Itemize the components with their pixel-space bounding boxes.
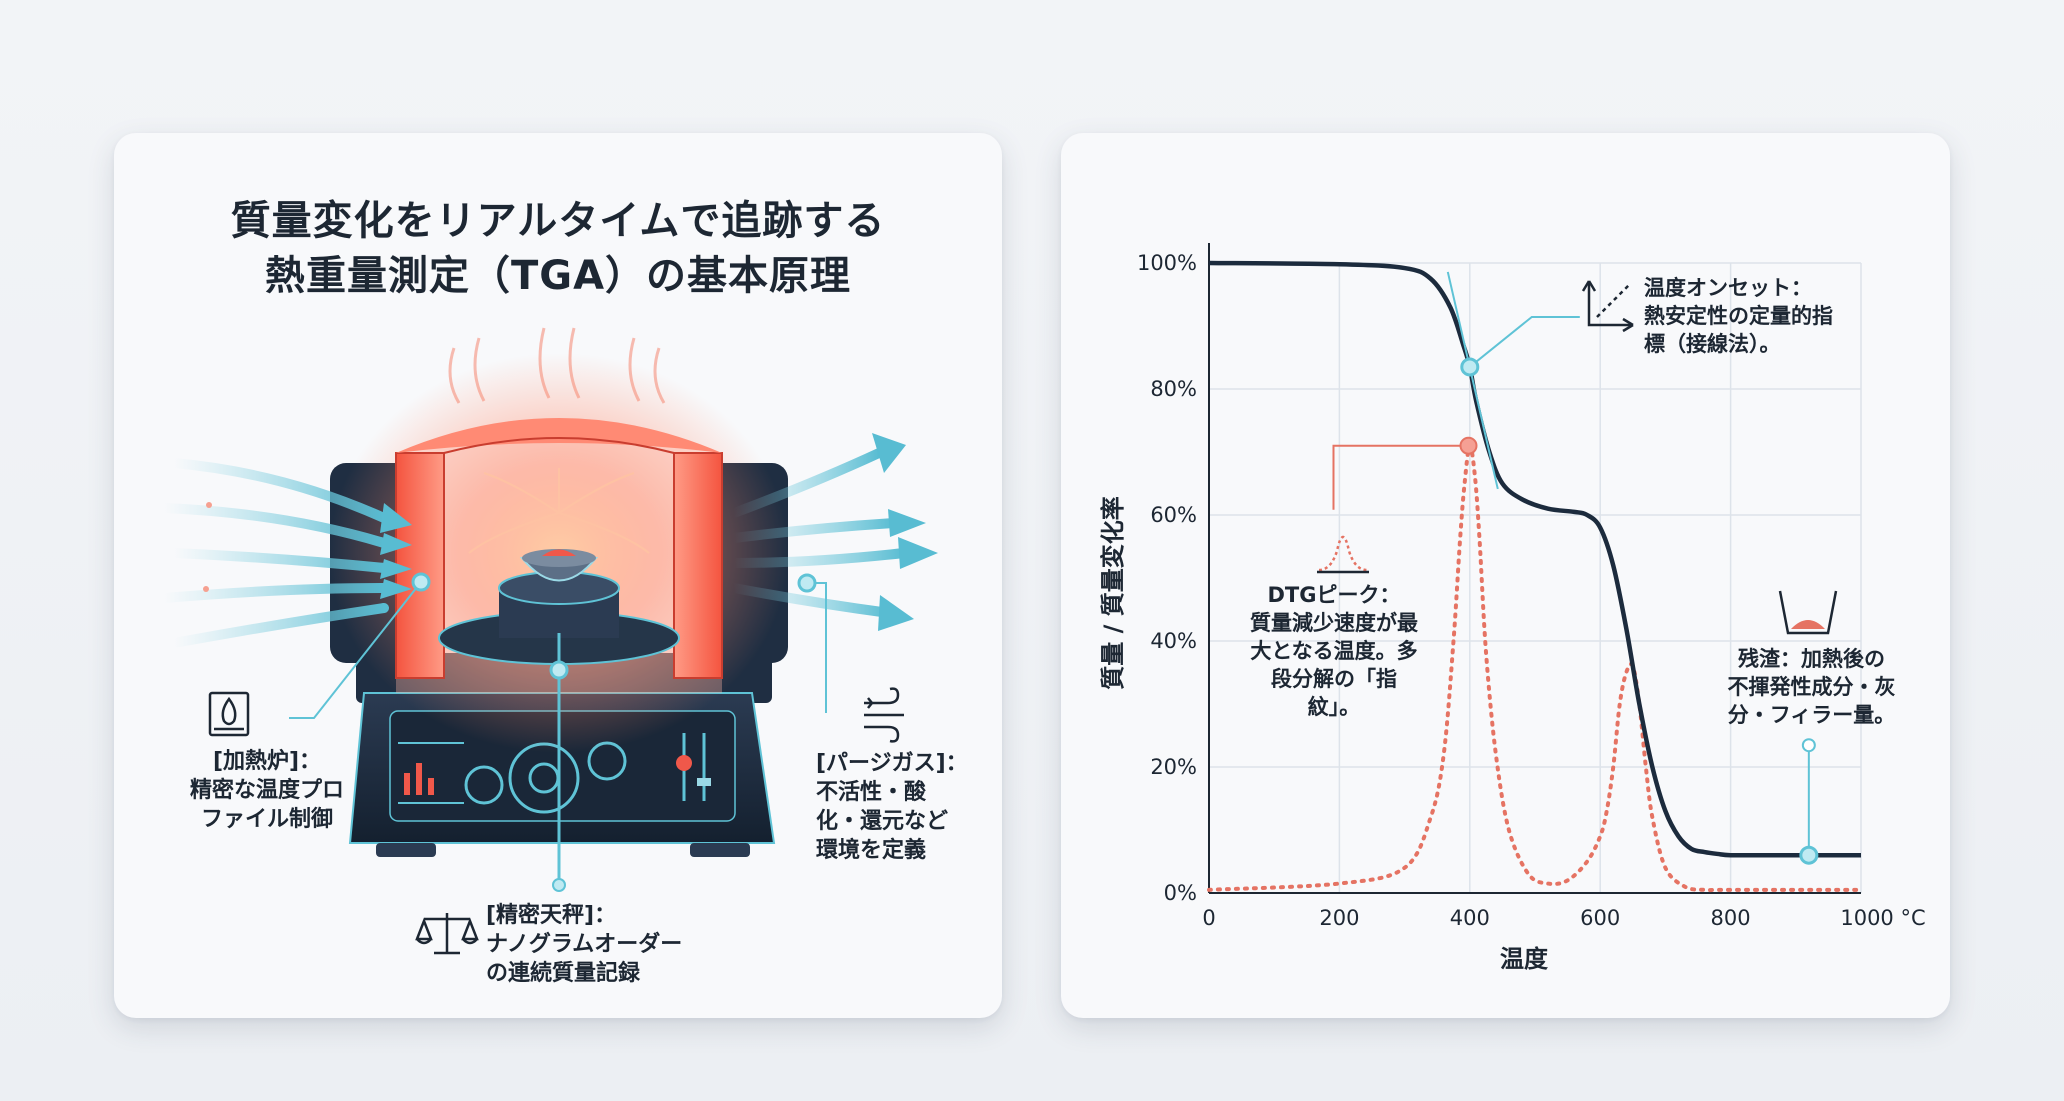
gas-flow-icon bbox=[864, 687, 904, 743]
tga-dtg-chart: 0 200 400 600 800 1000 °C 0% 20% 40% 60% 80% 100% 温… bbox=[1099, 243, 1926, 973]
residue-leader-end bbox=[1801, 738, 1816, 753]
diagram-title-line1: 質量変化をリアルタイムで追跡する bbox=[230, 198, 886, 244]
gas-callout-line: 不活性・酸 bbox=[816, 780, 927, 805]
onset-tangent-icon bbox=[1581, 280, 1634, 333]
dtg-annotation-line: 段分解の「指 bbox=[1271, 667, 1397, 691]
furnace-callout-line: ファイル制御 bbox=[200, 807, 333, 832]
x-tick-label: 400 bbox=[1450, 906, 1490, 930]
residue-crucible-icon bbox=[1778, 590, 1838, 635]
dtg-annotation-line: 大となる温度。多 bbox=[1250, 639, 1418, 663]
x-tick-label: 800 bbox=[1711, 906, 1751, 930]
onset-point bbox=[1460, 357, 1480, 377]
dtg-annotation-line: DTGピーク： bbox=[1267, 583, 1401, 607]
dtg-leader-line bbox=[1332, 444, 1469, 510]
gas-callout-line: 化・還元など bbox=[816, 809, 949, 834]
gas-callout-line: [パージガス]： bbox=[816, 751, 968, 776]
onset-leader-line bbox=[1469, 315, 1580, 368]
residue-annotation-line: 不揮発性成分・灰 bbox=[1727, 675, 1896, 699]
diagram-title-line2: 熱重量測定（TGA）の基本原理 bbox=[264, 253, 852, 299]
mass-curve bbox=[1208, 260, 1861, 858]
y-tick-label: 80% bbox=[1150, 377, 1197, 401]
balance-callout-line: の連続質量記録 bbox=[486, 961, 641, 986]
residue-annotation-line: 残渣：加熱後の bbox=[1738, 647, 1885, 671]
y-axis-label: 質量 / 質量変化率 bbox=[1099, 496, 1127, 689]
x-tick-label: 600 bbox=[1580, 906, 1620, 930]
y-tick-label: 20% bbox=[1150, 755, 1197, 779]
residue-annotation: 残渣：加熱後の 不揮発性成分・灰 分・フィラー量。 bbox=[1709, 645, 1914, 729]
x-tick-label: 200 bbox=[1319, 906, 1359, 930]
chart-annotation-marks bbox=[1332, 271, 1819, 865]
x-axis-label: 温度 bbox=[1500, 945, 1549, 973]
dtg-peak-point bbox=[1459, 436, 1478, 455]
furnace-callout-line: [加熱炉]： bbox=[212, 749, 322, 774]
y-tick-label: 60% bbox=[1150, 503, 1197, 527]
residue-point bbox=[1799, 845, 1819, 865]
tga-principle-card: 質量変化をリアルタイムで追跡する 熱重量測定（TGA）の基本原理 bbox=[114, 133, 1002, 1018]
dtg-curve bbox=[1207, 443, 1863, 893]
balance-scale-icon bbox=[415, 913, 479, 955]
furnace-callout: [加熱炉]： 精密な温度プロ ファイル制御 bbox=[172, 747, 362, 834]
y-tick-label: 0% bbox=[1164, 881, 1197, 905]
tga-curve-card: 0 200 400 600 800 1000 °C 0% 20% 40% 60% 80% 100% 温… bbox=[1061, 133, 1950, 1018]
dtg-peak-icon bbox=[1317, 535, 1369, 574]
tga-instrument-illustration bbox=[159, 327, 938, 955]
purge-gas-callout: [パージガス]： 不活性・酸 化・還元など 環境を定義 bbox=[816, 749, 986, 865]
x-tick-label: 1000 °C bbox=[1840, 906, 1925, 930]
chart-series bbox=[1207, 260, 1863, 893]
purge-gas-outflow-arrows bbox=[729, 448, 909, 618]
onset-annotation-line: 標（接線法）。 bbox=[1644, 332, 1781, 356]
onset-annotation: 温度オンセット： 熱安定性の定量的指 標（接線法）。 bbox=[1644, 274, 1874, 358]
balance-callout: [精密天秤]： ナノグラムオーダー の連続質量記録 bbox=[486, 901, 756, 988]
y-tick-label: 40% bbox=[1150, 629, 1197, 653]
dtg-annotation-line: 紋」。 bbox=[1307, 695, 1361, 719]
y-tick-label: 100% bbox=[1137, 251, 1197, 275]
flame-icon bbox=[208, 691, 250, 737]
x-tick-label: 0 bbox=[1202, 906, 1215, 930]
dtg-peak-annotation: DTGピーク： 質量減少速度が最 大となる温度。多 段分解の「指 紋」。 bbox=[1239, 581, 1429, 721]
onset-annotation-line: 温度オンセット： bbox=[1644, 276, 1812, 300]
purge-gas-inflow-arrows bbox=[159, 458, 389, 648]
balance-callout-line: ナノグラムオーダー bbox=[486, 932, 683, 957]
onset-annotation-line: 熱安定性の定量的指 bbox=[1644, 304, 1833, 328]
residue-annotation-line: 分・フィラー量。 bbox=[1727, 703, 1896, 727]
onset-tangent-line bbox=[1446, 271, 1499, 490]
balance-callout-line: [精密天秤]： bbox=[486, 903, 617, 928]
furnace-callout-line: 精密な温度プロ bbox=[189, 778, 344, 803]
chart-axes: 0 200 400 600 800 1000 °C 0% 20% 40% 60% 80% 100% bbox=[1137, 243, 1926, 930]
dtg-annotation-line: 質量減少速度が最 bbox=[1250, 611, 1418, 635]
gas-callout-line: 環境を定義 bbox=[816, 838, 927, 863]
